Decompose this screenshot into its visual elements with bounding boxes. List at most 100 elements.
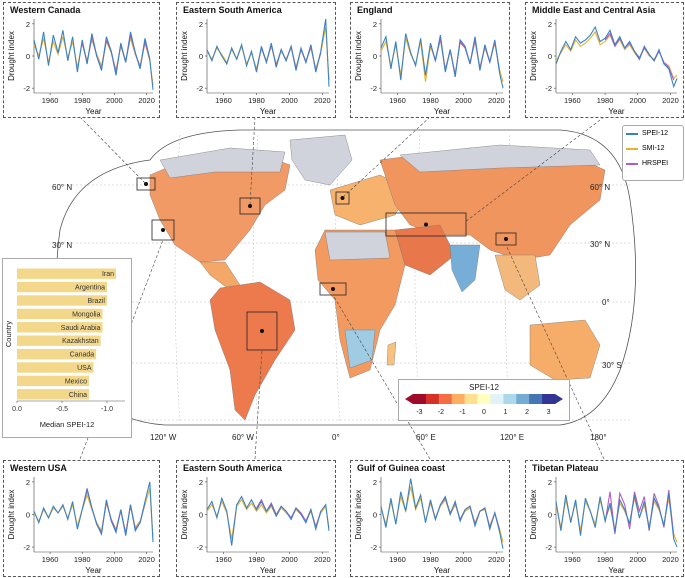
landmass-greenland [289,134,353,186]
y-tick-label: 2 [199,478,203,487]
lat-label-right: 0° [602,298,610,307]
panel-middle-east-central-asia: Middle East and Central Asia 2 0 -2 1960 1980… [525,2,684,118]
inset-x-axis-label: Median SPEI-12 [40,420,95,429]
lat-label-right: 60° N [590,183,610,192]
lon-label: 0° [332,433,340,442]
region-marker-gulf-of-guinea [331,287,335,291]
y-tick-label: 2 [373,478,377,487]
lon-label: 120° E [500,433,524,442]
lat-label-right: 30° N [590,240,610,249]
y-tick-label: 2 [548,20,552,29]
bar-mexico [17,375,89,387]
bar-label-brazil: Brazil [87,298,105,305]
panel-chart: 2 0 -2 1960 1980 2000 2020 Year Drought index [354,19,505,116]
x-tick-label: 1960 [564,555,581,564]
panel-chart: 2 0 -2 1960 1980 2000 2020 Year Drought index [180,18,331,116]
region-connector-line [505,244,605,460]
bar-label-kazakhstan: Kazakhstan [62,338,99,345]
region-connector-line [332,294,431,460]
series-line-spei-12 [555,493,678,548]
colorbar-tick-label: 3 [547,409,551,416]
series-line-spei-12 [206,495,330,546]
x-tick-label: 1960 [42,555,59,564]
panel-title: Western Canada [10,5,81,15]
lat-label-left: 60° N [52,183,72,192]
bar-kazakhstan [17,335,101,346]
landmass-southern-africa-wet [344,329,376,369]
landmass-se-asia [494,254,541,301]
y-tick-label: 0 [199,52,203,61]
x-tick-label: 2020 [138,555,155,564]
series-line-spei-12 [555,25,678,89]
inset-x-tick-label: 0.0 [12,406,22,413]
region-box-eastern-south-america [246,311,278,351]
series-legend: SPEI-12 SMI-12 HRSPEI [622,125,684,181]
bar-canada [17,348,97,360]
x-tick-label: 2000 [455,96,472,105]
panel-title: Eastern South America [183,463,282,473]
x-tick-label: 2000 [106,555,123,564]
x-tick-label: 1980 [74,555,91,564]
landmass-south-america [209,281,296,421]
panel-title: England [357,5,393,15]
colorbar-arrow-left [405,394,413,404]
x-axis-label: Year [85,566,102,575]
region-box-england [335,191,350,205]
colorbar-segment [542,394,556,404]
x-tick-label: 2020 [138,96,155,105]
region-marker-middle-east-central-asia [424,222,428,227]
bar-label-iran: Iran [102,271,114,278]
series-line-spei-12 [33,481,154,543]
y-tick-label: 0 [373,52,377,61]
y-axis-label: Drought index [354,490,363,540]
colorbar-segment [413,394,427,404]
x-axis-label: Year [434,107,451,116]
y-tick-label: 0 [26,52,30,61]
y-tick-label: -2 [23,84,30,93]
landmass-madagascar [386,341,397,366]
y-axis-label: Drought index [529,31,538,81]
landmass-asia-north [399,144,601,173]
x-tick-label: 1980 [597,96,614,105]
x-axis-label: Year [260,107,277,116]
y-axis-label: Drought index [180,31,189,81]
y-axis-label: Drought index [529,490,538,540]
landmass-canada-arctic [159,147,286,179]
legend-swatch-spei [626,132,638,135]
colorbar-tick-label: -3 [416,409,422,416]
region-connector-line [254,349,263,460]
median-spei-bar-chart: Iran Argentina Brazil Mongolia Saudi Arabia K… [2,258,132,438]
y-tick-label: 2 [373,20,377,29]
colorbar-title: SPEI-12 [469,383,499,392]
panel-title: Western USA [10,463,67,473]
y-axis-label: Drought index [354,31,363,81]
y-tick-label: 2 [548,478,552,487]
y-tick-label: -2 [196,84,203,93]
region-marker-eastern-south-america [260,329,264,333]
panel-gulf-of-guinea: Gulf of Guinea coast 2 0 -2 1960 1980 2000 2020… [350,460,510,577]
y-tick-label: -2 [370,543,377,552]
panel-western-usa: Western USA 2 0 -2 1960 1980 2000 2020 Year Droug… [3,460,160,577]
x-axis-label: Year [608,566,625,575]
y-tick-label: -2 [196,543,203,552]
y-tick-label: 0 [373,511,377,520]
x-tick-label: 1980 [597,555,614,564]
x-axis-label: Year [260,566,277,575]
colorbar-tick-label: 0 [482,409,486,416]
x-tick-label: 2000 [629,555,646,564]
legend-label-spei: SPEI-12 [642,130,669,137]
landmass-sahara [324,231,391,261]
legend-swatch-smi [626,147,638,150]
region-box-middle-east-central-asia [385,212,467,237]
y-tick-label: 0 [548,52,552,61]
inset-y-axis-label: Country [4,321,13,348]
inset-x-tick-label: -0.5 [56,406,68,413]
y-tick-label: 2 [26,20,30,29]
x-tick-label: 2000 [281,96,298,105]
series-line-spei-12 [380,478,504,549]
x-tick-label: 1980 [422,555,439,564]
bar-china [17,389,89,400]
panel-chart: 2 0 -2 1960 1980 2000 2020 Year Drought index [180,477,331,575]
region-marker-western-usa [161,228,165,232]
